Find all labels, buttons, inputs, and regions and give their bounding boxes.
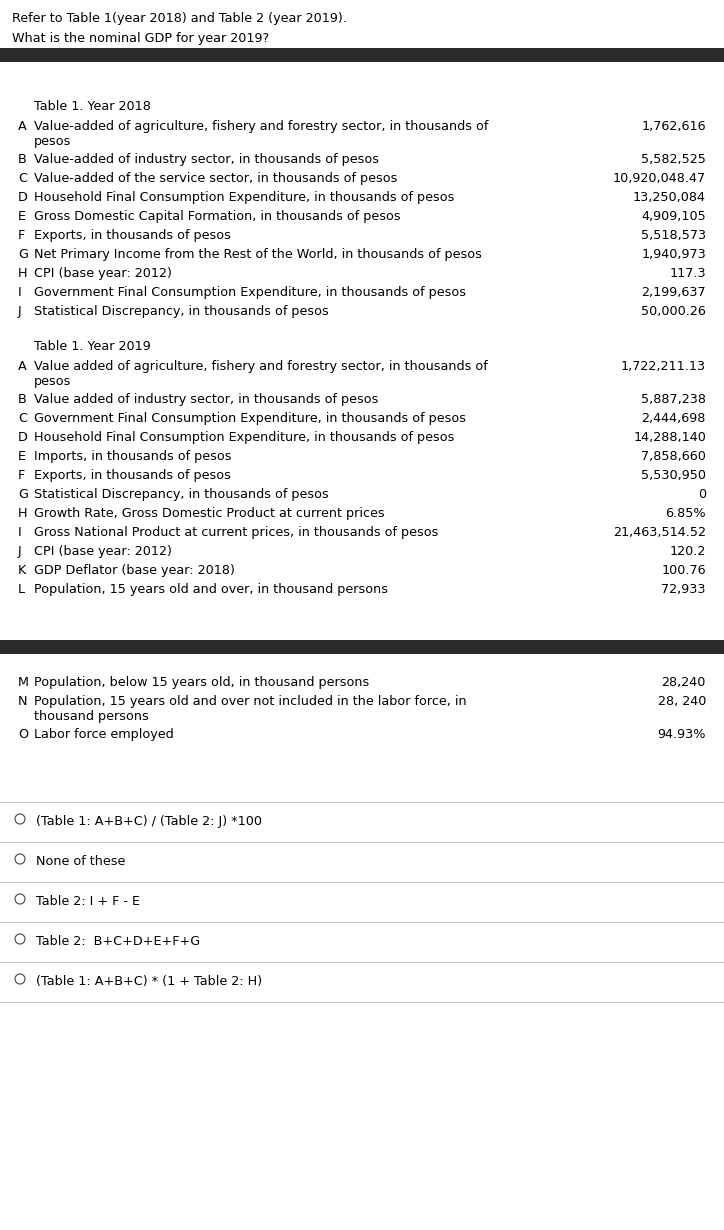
Text: Population, 15 years old and over not included in the labor force, in: Population, 15 years old and over not in… <box>34 695 467 708</box>
Text: Statistical Discrepancy, in thousands of pesos: Statistical Discrepancy, in thousands of… <box>34 488 329 501</box>
Text: K: K <box>18 565 26 577</box>
Text: B: B <box>18 153 27 166</box>
Text: Refer to Table 1(year 2018) and Table 2 (year 2019).: Refer to Table 1(year 2018) and Table 2 … <box>12 12 347 25</box>
Text: 2,199,637: 2,199,637 <box>641 287 706 299</box>
Circle shape <box>15 894 25 904</box>
Text: 5,582,525: 5,582,525 <box>641 153 706 166</box>
Text: Government Final Consumption Expenditure, in thousands of pesos: Government Final Consumption Expenditure… <box>34 412 466 426</box>
Text: 0: 0 <box>698 488 706 501</box>
Text: CPI (base year: 2012): CPI (base year: 2012) <box>34 267 172 280</box>
Bar <box>0 48 724 62</box>
Text: Table 1. Year 2018: Table 1. Year 2018 <box>34 100 151 113</box>
Text: 120.2: 120.2 <box>670 545 706 558</box>
Text: GDP Deflator (base year: 2018): GDP Deflator (base year: 2018) <box>34 565 235 577</box>
Text: CPI (base year: 2012): CPI (base year: 2012) <box>34 545 172 558</box>
Text: G: G <box>18 248 28 261</box>
Text: D: D <box>18 191 28 204</box>
Text: G: G <box>18 488 28 501</box>
Text: M: M <box>18 676 29 689</box>
Text: H: H <box>18 267 28 280</box>
Text: Gross National Product at current prices, in thousands of pesos: Gross National Product at current prices… <box>34 526 438 539</box>
Text: 13,250,084: 13,250,084 <box>633 191 706 204</box>
Circle shape <box>15 814 25 824</box>
Text: Population, 15 years old and over, in thousand persons: Population, 15 years old and over, in th… <box>34 583 388 597</box>
Text: H: H <box>18 507 28 520</box>
Text: Household Final Consumption Expenditure, in thousands of pesos: Household Final Consumption Expenditure,… <box>34 191 455 204</box>
Text: 5,518,573: 5,518,573 <box>641 229 706 242</box>
Text: 94.93%: 94.93% <box>657 728 706 740</box>
Text: 2,444,698: 2,444,698 <box>641 412 706 426</box>
Text: F: F <box>18 469 25 482</box>
Text: A: A <box>18 121 27 133</box>
Text: E: E <box>18 210 26 223</box>
Text: 72,933: 72,933 <box>662 583 706 597</box>
Text: N: N <box>18 695 28 708</box>
Text: 14,288,140: 14,288,140 <box>633 430 706 444</box>
Text: Imports, in thousands of pesos: Imports, in thousands of pesos <box>34 450 232 462</box>
Text: 28, 240: 28, 240 <box>657 695 706 708</box>
Text: L: L <box>18 583 25 597</box>
Text: D: D <box>18 430 28 444</box>
Text: None of these: None of these <box>36 855 125 868</box>
Text: 6.85%: 6.85% <box>665 507 706 520</box>
Text: 1,722,211.13: 1,722,211.13 <box>621 360 706 373</box>
Text: Exports, in thousands of pesos: Exports, in thousands of pesos <box>34 229 231 242</box>
Text: pesos: pesos <box>34 135 72 148</box>
Text: C: C <box>18 412 27 426</box>
Text: thousand persons: thousand persons <box>34 710 148 723</box>
Text: Exports, in thousands of pesos: Exports, in thousands of pesos <box>34 469 231 482</box>
Text: 10,920,048.47: 10,920,048.47 <box>613 172 706 184</box>
Text: What is the nominal GDP for year 2019?: What is the nominal GDP for year 2019? <box>12 32 269 46</box>
Text: Value-added of agriculture, fishery and forestry sector, in thousands of: Value-added of agriculture, fishery and … <box>34 121 489 133</box>
Text: Value-added of the service sector, in thousands of pesos: Value-added of the service sector, in th… <box>34 172 397 184</box>
Text: 117.3: 117.3 <box>670 267 706 280</box>
Text: 1,762,616: 1,762,616 <box>641 121 706 133</box>
Text: (Table 1: A+B+C) * (1 + Table 2: H): (Table 1: A+B+C) * (1 + Table 2: H) <box>36 975 262 988</box>
Circle shape <box>15 934 25 943</box>
Text: 7,858,660: 7,858,660 <box>641 450 706 462</box>
Text: Value added of industry sector, in thousands of pesos: Value added of industry sector, in thous… <box>34 394 379 406</box>
Text: I: I <box>18 287 22 299</box>
Text: Labor force employed: Labor force employed <box>34 728 174 740</box>
Text: pesos: pesos <box>34 375 72 387</box>
Text: 28,240: 28,240 <box>662 676 706 689</box>
Text: 4,909,105: 4,909,105 <box>641 210 706 223</box>
Text: Statistical Discrepancy, in thousands of pesos: Statistical Discrepancy, in thousands of… <box>34 305 329 319</box>
Text: I: I <box>18 526 22 539</box>
Text: 1,940,973: 1,940,973 <box>641 248 706 261</box>
Text: 21,463,514.52: 21,463,514.52 <box>613 526 706 539</box>
Text: C: C <box>18 172 27 184</box>
Text: J: J <box>18 545 22 558</box>
Text: 5,530,950: 5,530,950 <box>641 469 706 482</box>
Text: E: E <box>18 450 26 462</box>
Text: Population, below 15 years old, in thousand persons: Population, below 15 years old, in thous… <box>34 676 369 689</box>
Text: Net Primary Income from the Rest of the World, in thousands of pesos: Net Primary Income from the Rest of the … <box>34 248 482 261</box>
Text: Table 1. Year 2019: Table 1. Year 2019 <box>34 339 151 353</box>
Text: O: O <box>18 728 28 740</box>
Text: A: A <box>18 360 27 373</box>
Bar <box>0 640 724 654</box>
Text: Growth Rate, Gross Domestic Product at current prices: Growth Rate, Gross Domestic Product at c… <box>34 507 384 520</box>
Text: Household Final Consumption Expenditure, in thousands of pesos: Household Final Consumption Expenditure,… <box>34 430 455 444</box>
Circle shape <box>15 854 25 863</box>
Text: 100.76: 100.76 <box>662 565 706 577</box>
Text: Value added of agriculture, fishery and forestry sector, in thousands of: Value added of agriculture, fishery and … <box>34 360 488 373</box>
Text: J: J <box>18 305 22 319</box>
Text: Gross Domestic Capital Formation, in thousands of pesos: Gross Domestic Capital Formation, in tho… <box>34 210 400 223</box>
Text: (Table 1: A+B+C) / (Table 2: J) *100: (Table 1: A+B+C) / (Table 2: J) *100 <box>36 815 262 828</box>
Text: 5,887,238: 5,887,238 <box>641 394 706 406</box>
Text: 50,000.26: 50,000.26 <box>641 305 706 319</box>
Text: B: B <box>18 394 27 406</box>
Text: Table 2: I + F - E: Table 2: I + F - E <box>36 895 140 908</box>
Circle shape <box>15 974 25 984</box>
Text: F: F <box>18 229 25 242</box>
Text: Government Final Consumption Expenditure, in thousands of pesos: Government Final Consumption Expenditure… <box>34 287 466 299</box>
Text: Table 2:  B+C+D+E+F+G: Table 2: B+C+D+E+F+G <box>36 935 200 948</box>
Text: Value-added of industry sector, in thousands of pesos: Value-added of industry sector, in thous… <box>34 153 379 166</box>
